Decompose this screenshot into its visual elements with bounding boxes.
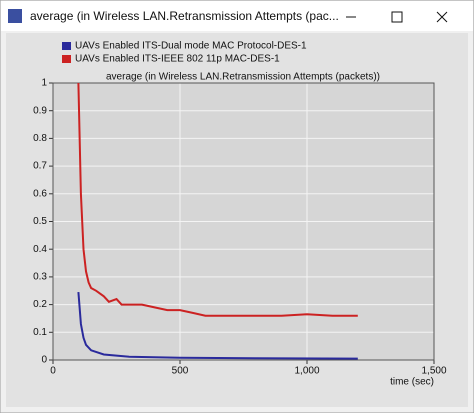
window-title: average (in Wireless LAN.Retransmission … [30, 9, 339, 23]
legend-swatch [62, 42, 71, 50]
plot-border [52, 82, 435, 361]
x-tick-label: 0 [50, 366, 56, 377]
x-tick-label: 1,500 [421, 366, 446, 377]
y-tick-label: 0.6 [33, 188, 47, 199]
x-tick-label: 1,000 [294, 366, 319, 377]
app-icon [8, 9, 22, 23]
y-tick-label: 0.8 [33, 133, 47, 144]
title-bar [1, 1, 473, 31]
series-line [77, 292, 358, 360]
legend-swatch [62, 55, 71, 63]
chart-title: average (in Wireless LAN.Retransmission … [106, 72, 380, 83]
legend-label: UAVs Enabled ITS-Dual mode MAC Protocol-… [75, 41, 307, 52]
y-tick-label: 0.3 [33, 272, 47, 283]
y-tick-label: 1 [41, 78, 47, 89]
legend-label: UAVs Enabled ITS-IEEE 802 11p MAC-DES-1 [75, 54, 280, 65]
y-tick-label: 0.5 [33, 216, 47, 227]
series-line [77, 82, 358, 317]
x-axis-label: time (sec) [390, 377, 434, 388]
close-button[interactable] [436, 11, 448, 23]
y-tick-label: 0 [41, 355, 47, 366]
maximize-button[interactable] [391, 11, 403, 23]
y-tick-label: 0.9 [33, 105, 47, 116]
y-tick-label: 0.7 [33, 161, 47, 172]
y-tick-label: 0.4 [33, 244, 47, 255]
y-tick-label: 0.1 [33, 327, 47, 338]
y-tick-label: 0.2 [33, 299, 47, 310]
x-tick-label: 500 [172, 366, 189, 377]
